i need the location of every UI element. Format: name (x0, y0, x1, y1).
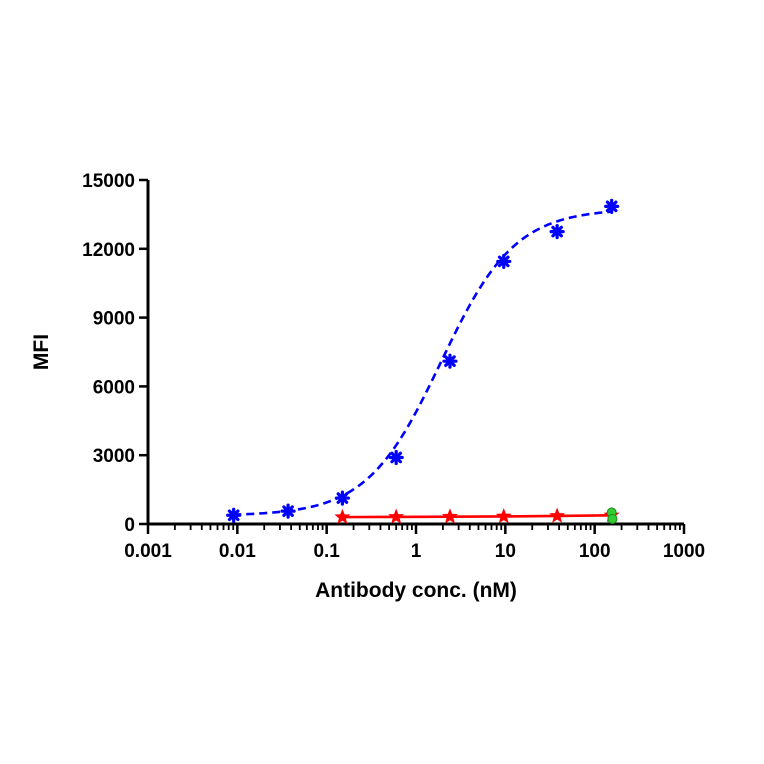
x-tick-label: 0.01 (219, 541, 256, 562)
y-tick-label: 15000 (82, 171, 135, 192)
y-tick-label: 12000 (82, 240, 135, 261)
series-0-point (604, 198, 620, 214)
series (226, 198, 620, 524)
y-tick-label: 6000 (93, 377, 135, 398)
y-ticks: 0 3000 6000 9000 12000 15000 (82, 171, 148, 536)
series-0-point (549, 224, 565, 240)
x-tick-label: 0.001 (124, 541, 172, 562)
y-tick-label: 3000 (93, 446, 135, 467)
series-1-point (549, 507, 566, 523)
series-0-point (280, 503, 296, 519)
x-tick-label: 1 (411, 541, 422, 562)
series-1-point (441, 508, 458, 524)
x-axis-title: Antibody conc. (nM) (315, 579, 517, 602)
series-0-point (226, 507, 242, 523)
x-tick-label: 10 (495, 541, 516, 562)
y-tick-label: 0 (124, 515, 135, 536)
series-2-point (607, 513, 618, 524)
series-0-point (388, 449, 404, 466)
series-0-point (334, 490, 350, 506)
x-tick-label: 1000 (663, 541, 705, 562)
axes (146, 180, 684, 526)
series-0-point (496, 253, 512, 270)
series-1-point (388, 508, 405, 524)
series-0-point (442, 353, 458, 369)
y-axis-title: MFI (30, 334, 53, 370)
x-tick-label: 0.1 (313, 541, 340, 562)
series-1-point (495, 508, 512, 524)
x-ticks: 0.001 0.01 0.1 1 10 100 1000 (124, 524, 705, 562)
series-1-line (342, 513, 612, 519)
x-tick-label: 100 (579, 541, 611, 562)
series-0-fit-curve (233, 210, 613, 516)
y-tick-label: 9000 (93, 309, 135, 330)
series-1-point (334, 508, 351, 524)
